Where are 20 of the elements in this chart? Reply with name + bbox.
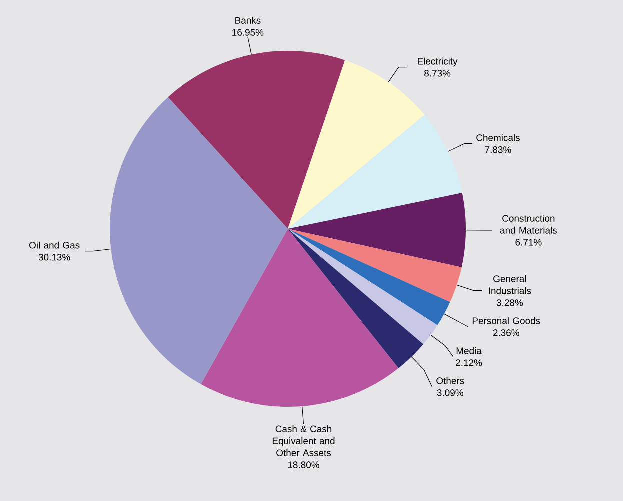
data-label: 7.83% <box>485 146 512 154</box>
data-label: 8.73% <box>424 70 451 77</box>
data-label: 3.09% <box>437 390 464 396</box>
slice-label: Construction and Materials <box>500 214 558 234</box>
slice-label: Banks <box>236 17 261 24</box>
slice-label: Oil and Gas <box>30 242 80 249</box>
data-label: 3.28% <box>496 300 524 306</box>
slice-label: Others <box>436 377 464 384</box>
data-label: 6.71% <box>516 239 542 246</box>
data-label: 16.95% <box>232 29 264 36</box>
slice-label: Chemicals <box>476 134 520 142</box>
slice-label: Cash & Cash Equivalent and Other Assets <box>272 426 335 456</box>
data-label: 2.12% <box>456 360 482 366</box>
slice-label: General Industrials <box>489 275 532 294</box>
data-label: 30.13% <box>38 254 70 261</box>
slice-label: Personal Goods <box>472 317 540 324</box>
data-label: 2.36% <box>493 330 520 336</box>
data-label: 18.80% <box>288 462 320 468</box>
slice-label: Electricity <box>418 58 458 67</box>
slice-label: Media <box>456 347 482 354</box>
